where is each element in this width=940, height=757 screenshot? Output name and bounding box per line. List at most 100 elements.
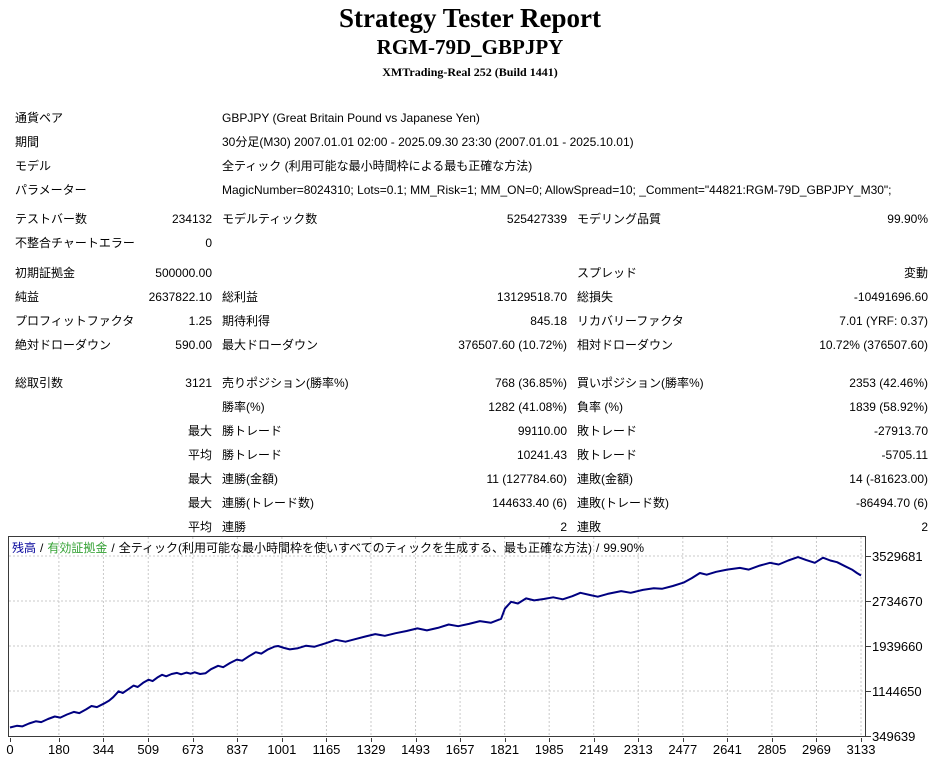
- x-axis-label: 509: [137, 742, 160, 757]
- stat-value: 1.25: [188, 314, 212, 328]
- y-axis-tick: [866, 736, 871, 737]
- x-axis-tick: [771, 738, 773, 742]
- x-axis-tick: [861, 738, 862, 742]
- x-axis-label: 837: [226, 742, 249, 757]
- info-label: パラメーター: [15, 183, 87, 197]
- stat-value: 144633.40 (6): [492, 496, 567, 510]
- x-axis-label: 1985: [534, 742, 564, 757]
- x-axis-label: 1657: [445, 742, 475, 757]
- stat-row: 最大 連勝(金額) 11 (127784.60) 連敗(金額) 14 (-81623.0…: [15, 467, 928, 491]
- stat-value: 2353 (42.46%): [849, 376, 928, 390]
- legend-item: /: [595, 541, 600, 555]
- stat-row: 平均 勝トレード 10241.43 敗トレード -5705.11: [15, 443, 928, 467]
- strategy-tester-report: { "report": { "title": "Strategy Tester …: [0, 3, 940, 757]
- stat-label: 連勝(金額): [222, 472, 278, 486]
- stat-value: 0: [205, 236, 212, 250]
- x-axis-tick: [370, 738, 372, 742]
- legend-item: 残高: [12, 541, 37, 555]
- stat-label: 売りポジション(勝率%): [222, 376, 349, 390]
- stat-value: 845.18: [530, 314, 567, 328]
- x-axis-label: 1493: [401, 742, 430, 757]
- stat-label: 連敗: [577, 520, 602, 534]
- stat-row: 最大 勝トレード 99110.00 敗トレード -27913.70: [15, 419, 928, 443]
- stat-row: 勝率(%) 1282 (41.08%) 負率 (%) 1839 (58.92%): [15, 395, 928, 419]
- stat-value: 最大: [187, 472, 212, 486]
- x-axis-tick: [148, 738, 150, 742]
- stat-row: 総取引数 3121 売りポジション(勝率%) 768 (36.85%) 買いポジション(…: [15, 371, 928, 395]
- x-axis-label: 1165: [312, 742, 341, 757]
- stat-group: 総取引数 3121 売りポジション(勝率%) 768 (36.85%) 買いポジション(…: [15, 371, 928, 539]
- stat-label: 連敗(トレード数): [577, 496, 669, 510]
- x-axis-tick: [326, 738, 328, 742]
- stat-value: 768 (36.85%): [494, 376, 567, 390]
- y-axis-label: 349639: [872, 729, 916, 744]
- x-axis-tick: [58, 738, 60, 742]
- stat-value: 2: [921, 520, 928, 534]
- x-axis-label: 1821: [490, 742, 520, 757]
- info-row: 期間 30分足(M30) 2007.01.01 02:00 - 2025.09.3…: [15, 130, 928, 154]
- info-value: 全ティック (利用可能な最小時間枠による最も正確な方法): [222, 159, 533, 173]
- stat-value: 14 (-81623.00): [849, 472, 928, 486]
- x-axis-label: 673: [181, 742, 204, 757]
- info-label: 期間: [15, 135, 40, 149]
- x-axis-tick: [10, 738, 11, 742]
- stat-label: 相対ドローダウン: [577, 338, 674, 352]
- x-axis-tick: [638, 738, 640, 742]
- stat-value: 変動: [903, 266, 928, 280]
- x-axis-tick: [549, 738, 551, 742]
- x-axis-label: 1329: [356, 742, 386, 757]
- settings-table: 通貨ペア GBPJPY (Great Britain Pound vs Japan…: [15, 106, 928, 202]
- stat-label: 敗トレード: [577, 448, 638, 462]
- x-axis-label: 2805: [757, 742, 787, 757]
- x-axis-label: 2313: [623, 742, 653, 757]
- balance-chart: [9, 537, 865, 736]
- stat-value: [367, 231, 567, 255]
- stat-row: 初期証拠金 500000.00 スプレッド 変動: [15, 261, 928, 285]
- balance-chart-area: 残高 / 有効証拠金 / 全ティック(利用可能な最小時間枠を使いすべてのティックを生成す…: [0, 536, 940, 757]
- stat-row: 最大 連勝(トレード数) 144633.40 (6) 連敗(トレード数) -86494.…: [15, 491, 928, 515]
- stat-label: [577, 231, 727, 255]
- y-axis-tick: [866, 646, 871, 647]
- legend-item: /: [111, 541, 115, 555]
- stat-value: 3121: [185, 376, 212, 390]
- legend-item: 有効証拠金: [47, 541, 108, 555]
- stat-group: テストバー数 234132 モデルティック数 525427339 モデリング品質 99.9…: [15, 207, 928, 255]
- x-axis-label: 344: [92, 742, 115, 757]
- legend-item: /: [40, 541, 44, 555]
- stat-value: 376507.60 (10.72%): [458, 338, 567, 352]
- stat-value: 7.01 (YRF: 0.37): [839, 314, 928, 328]
- stat-row: 不整合チャートエラー 0: [15, 231, 928, 255]
- stat-label: モデリング品質: [577, 212, 662, 226]
- x-axis-label: 2149: [579, 742, 609, 757]
- stat-label: [15, 443, 140, 467]
- x-axis-tick: [727, 738, 729, 742]
- stat-value: 最大: [187, 424, 212, 438]
- legend-item: 99.90%: [603, 541, 645, 555]
- stat-value: 平均: [187, 448, 212, 462]
- stat-label: 買いポジション(勝率%): [577, 376, 704, 390]
- stat-value: 99.90%: [887, 212, 928, 226]
- report-build-info: XMTrading-Real 252 (Build 1441): [382, 65, 558, 79]
- x-axis-label: 0: [6, 742, 14, 757]
- stat-row: 絶対ドローダウン 590.00 最大ドローダウン 376507.60 (10.72%)…: [15, 333, 928, 357]
- x-axis-tick: [103, 738, 105, 742]
- stat-value: [367, 261, 567, 285]
- stat-row: 純益 2637822.10 総利益 13129518.70 総損失 -10491696.6…: [15, 285, 928, 309]
- x-axis-tick: [816, 738, 818, 742]
- stat-value: 10.72% (376507.60): [819, 338, 928, 352]
- stat-value: 13129518.70: [496, 290, 567, 304]
- stat-label: リカバリーファクタ: [577, 314, 684, 328]
- x-axis-label: 2969: [801, 742, 831, 757]
- stat-value: [140, 395, 212, 419]
- stat-label: 連勝(トレード数): [222, 496, 314, 510]
- x-axis-tick: [237, 738, 239, 742]
- stat-value: 最大: [187, 496, 212, 510]
- y-axis-label: 1144650: [872, 684, 922, 699]
- stat-label: 負率 (%): [577, 400, 623, 414]
- y-axis-label: 1939660: [872, 639, 923, 654]
- legend-item: 全ティック(利用可能な最小時間枠を使いすべてのティックを生成する、最も正確な方法…: [118, 541, 592, 555]
- stat-value: 99110.00: [517, 424, 567, 438]
- stat-label: 絶対ドローダウン: [15, 338, 112, 352]
- stat-label: [222, 261, 367, 285]
- stat-label: 勝トレード: [222, 424, 283, 438]
